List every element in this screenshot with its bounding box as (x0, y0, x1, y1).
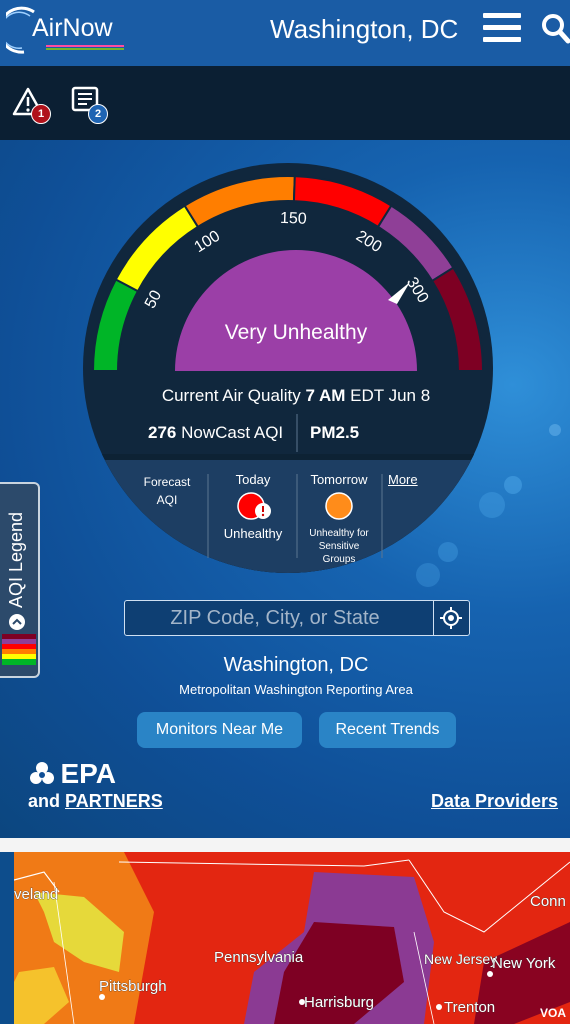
aqi-label: NowCast AQI (181, 423, 284, 442)
news-count-badge: 2 (88, 104, 108, 124)
epa-flower-icon (30, 762, 54, 784)
reporting-area: Metropolitan Washington Reporting Area (179, 682, 413, 697)
map-label-new-york: New York (492, 955, 556, 972)
gauge-tick-label: 150 (280, 210, 307, 228)
logo-text: AirNow (32, 14, 113, 42)
background-bokeh (416, 424, 561, 587)
map-label-harrisburg: Harrisburg (304, 994, 374, 1011)
forecast-today[interactable]: Today Unhealthy (212, 472, 294, 541)
airnow-logo[interactable] (6, 6, 130, 58)
forecast-tomorrow[interactable]: Tomorrow Unhealthy for Sensitive Groups (298, 472, 380, 566)
monitors-near-me-button[interactable]: Monitors Near Me (137, 712, 302, 748)
data-providers-link[interactable]: Data Providers (431, 791, 559, 811)
legend-tab-label: AQI Legend (6, 511, 26, 608)
location-title: Washington, DC (270, 14, 459, 44)
gauge-segment-6 (430, 266, 485, 372)
tomorrow-status-line1: Unhealthy for (309, 528, 369, 539)
voa-watermark: VOA (540, 1006, 567, 1020)
map-label-cleveland: veland (14, 886, 58, 903)
map-label-new-jersey: New Jersey (424, 951, 497, 967)
legend-color-strip (2, 634, 36, 665)
legend-tab-label-row: AQI Legend (6, 512, 27, 630)
warning-triangle-icon[interactable] (12, 86, 44, 118)
location-name: Washington, DC (223, 654, 369, 676)
warning-count-badge: 1 (31, 104, 51, 124)
aqi-map[interactable]: veland Pennsylvania Pittsburgh Harrisbur… (14, 852, 570, 1024)
map-label-conn: Conn (530, 893, 566, 910)
crosshair-locate-icon (440, 607, 462, 629)
epa-text: EPA (60, 758, 116, 789)
tomorrow-label: Tomorrow (310, 472, 368, 487)
locate-button[interactable] (433, 601, 469, 635)
gauge-tick-label: 50 (142, 288, 165, 312)
location-search (124, 600, 470, 636)
today-status-icon (237, 492, 271, 520)
partners-link[interactable]: PARTNERS (65, 791, 163, 811)
hamburger-menu-icon[interactable] (483, 13, 521, 43)
forecast-heading-line2: AQI (156, 493, 178, 507)
partners-line: and PARTNERS (28, 791, 163, 812)
forecast-heading: Forecast AQI (128, 473, 206, 509)
current-time: 7 AM (305, 386, 346, 405)
today-label: Today (235, 472, 271, 487)
today-status: Unhealthy (223, 526, 283, 541)
gauge-needle (388, 282, 410, 304)
current-date: EDT Jun 8 (350, 386, 431, 405)
current-label: Current Air Quality (161, 386, 301, 405)
map-label-pittsburgh: Pittsburgh (99, 978, 167, 995)
and-text: and (28, 791, 61, 811)
section-divider (0, 838, 570, 852)
map-label-pennsylvania: Pennsylvania (214, 949, 304, 966)
tomorrow-status-line3: Groups (322, 554, 356, 565)
app-header: AirNow Washington, DC (0, 0, 570, 66)
aqi-number: 276 (148, 423, 177, 442)
gauge-segments (91, 175, 485, 372)
tomorrow-status-icon (325, 492, 353, 520)
tomorrow-status-line2: Sensitive (318, 541, 360, 552)
chevron-circle-icon (8, 614, 25, 630)
alert-bar: 1 2 (0, 66, 570, 140)
map-label-trenton: Trenton (444, 999, 495, 1016)
epa-logo[interactable]: EPA (28, 758, 116, 790)
more-link[interactable]: More (388, 472, 418, 487)
forecast-heading-line1: Forecast (143, 475, 191, 489)
search-icon[interactable] (540, 12, 570, 46)
category-label: Very Unhealthy (225, 321, 368, 344)
news-document-icon[interactable] (70, 84, 102, 116)
pollutant: PM2.5 (310, 423, 360, 442)
nowcast-aqi: 276 NowCast AQI (148, 423, 283, 443)
location-search-input[interactable] (125, 601, 425, 635)
tomorrow-status: Unhealthy for Sensitive Groups (298, 527, 380, 566)
current-air-quality: Current Air Quality 7 AM EDT Jun 8 (0, 386, 570, 406)
category-dome (175, 250, 417, 371)
aqi-legend-tab[interactable]: AQI Legend (0, 482, 40, 678)
recent-trends-button[interactable]: Recent Trends (319, 712, 456, 748)
